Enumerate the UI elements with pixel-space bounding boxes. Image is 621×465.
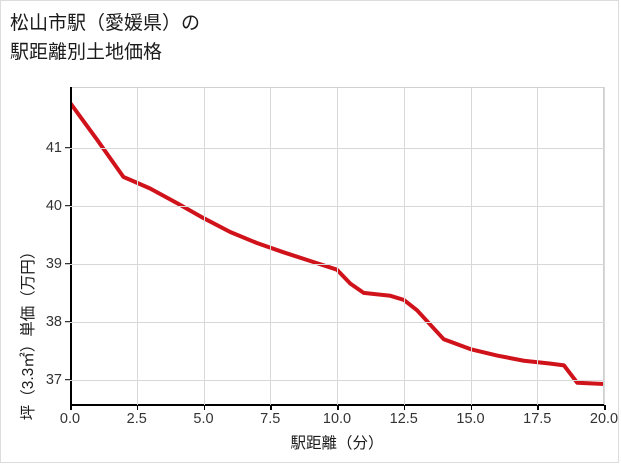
ytick-mark-38 <box>65 321 70 323</box>
xtick-mark-5.0 <box>203 405 206 410</box>
gridline-x-12.5 <box>403 87 405 406</box>
ytick-label-39: 39 <box>45 255 62 272</box>
ytick-label-41: 41 <box>45 139 62 156</box>
ytick-label-37: 37 <box>45 371 62 388</box>
gridline-x-7.5 <box>270 87 272 406</box>
xtick-label-12.5: 12.5 <box>389 411 418 427</box>
xtick-mark-10.0 <box>337 405 339 410</box>
gridline-x-2.5 <box>136 87 138 406</box>
ytick-mark-40 <box>65 205 70 207</box>
gridline-x-17.5 <box>537 87 539 406</box>
ytick-label-38: 38 <box>45 313 62 330</box>
xtick-mark-17.5 <box>537 405 539 410</box>
ytick-label-40: 40 <box>45 197 62 214</box>
plot-area <box>65 87 605 406</box>
gridline-x-15.0 <box>470 87 472 406</box>
ytick-mark-41 <box>65 147 70 149</box>
xtick-label-5.0: 5.0 <box>193 411 214 427</box>
y-axis-title-wrapper: 坪（3.3㎡）単価（万円） <box>20 87 37 421</box>
xtick-label-15.0: 15.0 <box>456 411 485 427</box>
xtick-label-2.5: 2.5 <box>126 411 147 427</box>
gridline-x-10.0 <box>337 87 338 406</box>
xtick-mark-12.5 <box>403 405 406 410</box>
xtick-label-7.5: 7.5 <box>260 411 281 427</box>
y-axis-title: 坪（3.3㎡）単価（万円） <box>20 243 37 421</box>
xtick-label-10.0: 10.0 <box>322 411 352 427</box>
gridline-x-5.0 <box>203 87 205 406</box>
xtick-label-17.5: 17.5 <box>523 411 552 427</box>
xtick-mark-2.5 <box>136 405 139 410</box>
xtick-mark-20.0 <box>604 405 606 410</box>
xtick-label-0.0: 0.0 <box>59 411 81 427</box>
x-axis-title: 駅距離（分） <box>290 435 384 452</box>
xtick-mark-7.5 <box>270 405 272 410</box>
xtick-mark-15.0 <box>470 405 473 410</box>
axis-spine-right <box>603 87 604 406</box>
gridline-x-20.0 <box>604 87 605 406</box>
price-line-series <box>70 100 604 386</box>
xtick-label-20.0: 20.0 <box>589 411 619 427</box>
ytick-mark-39 <box>65 263 70 265</box>
axis-spine-left <box>70 87 72 406</box>
xtick-mark-0.0 <box>70 405 72 410</box>
ytick-mark-37 <box>65 379 70 381</box>
page-title: 松山市駅（愛媛県）の 駅距離別土地価格 <box>10 13 201 63</box>
